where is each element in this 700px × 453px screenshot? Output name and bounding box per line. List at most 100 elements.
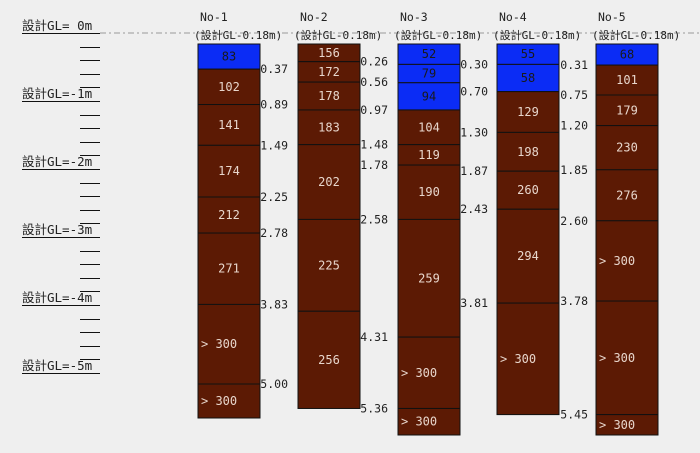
layer-value: 119: [418, 148, 440, 162]
scale-label: 設計GL= 0m: [22, 18, 92, 33]
boundary-depth: 0.75: [560, 88, 588, 102]
soil-layer: [197, 196, 261, 234]
boundary-depth: 0.37: [260, 62, 288, 76]
layer-value: > 300: [599, 351, 635, 365]
layer-value: 102: [218, 80, 240, 94]
soil-layer: [397, 164, 461, 220]
layer-value: 225: [318, 258, 340, 272]
layer-value: 259: [418, 271, 440, 285]
layer-value: 179: [616, 103, 638, 117]
soil-layer: [197, 104, 261, 146]
boundary-depth: 2.25: [260, 190, 288, 204]
boundary-depth: 0.26: [360, 55, 388, 69]
boundary-depth: 1.30: [460, 125, 488, 139]
soil-layer: [397, 336, 461, 409]
borehole-name: No-2: [300, 10, 328, 24]
borehole-no-4: No-4 (設計GL-0.18m) 55 58 129 198 260 294 > 300 0.3…: [493, 10, 588, 422]
soil-layer: [197, 232, 261, 305]
layer-value: 190: [418, 185, 440, 199]
soil-layer: [197, 383, 261, 419]
layer-value: 156: [318, 46, 340, 60]
boundary-depth: 1.78: [360, 158, 388, 172]
layer-value: 141: [218, 118, 240, 132]
soil-layer: [496, 91, 560, 133]
layer-value: 101: [616, 73, 638, 87]
layer-value: 58: [521, 71, 535, 85]
boundary-depth: 3.78: [560, 294, 588, 308]
soil-layer: [197, 68, 261, 106]
borehole-no-5: No-5 (設計GL-0.18m) 68 101 179 230 276 > 300 > 300…: [592, 10, 680, 436]
soil-layer: [595, 169, 659, 222]
boundary-depth: 0.30: [460, 57, 488, 71]
layer-value: 212: [218, 208, 240, 222]
layer-value: 83: [222, 50, 236, 64]
layer-value: 183: [318, 120, 340, 134]
layer-value: 276: [616, 188, 638, 202]
layer-value: > 300: [599, 254, 635, 268]
borehole-name: No-3: [400, 10, 428, 24]
layer-value: 198: [517, 145, 539, 159]
soil-layer: [595, 414, 659, 436]
scale-label: 設計GL=-5m: [22, 358, 92, 373]
boundary-depth: 3.83: [260, 297, 288, 311]
layer-value: > 300: [201, 394, 237, 408]
soil-layer: [397, 109, 461, 146]
boundary-depth: 3.81: [460, 296, 488, 310]
borehole-subtitle: (設計GL-0.18m): [194, 28, 282, 42]
boundary-depth: 2.78: [260, 226, 288, 240]
borehole-subtitle: (設計GL-0.18m): [493, 28, 581, 42]
soil-layer: [496, 208, 560, 304]
borehole-no-3: No-3 (設計GL-0.18m) 52 79 94 104 119 190 259 > 300 >…: [394, 10, 488, 436]
boundary-depth: 1.85: [560, 163, 588, 177]
layer-value: 202: [318, 175, 340, 189]
soil-layer: [297, 81, 361, 111]
scale-label: 設計GL=-1m: [22, 86, 92, 101]
soil-layer: [297, 218, 361, 312]
layer-value: 178: [318, 89, 340, 103]
soil-layer: [397, 218, 461, 338]
boundary-depth: 2.58: [360, 212, 388, 226]
layer-value: 94: [422, 89, 436, 103]
layer-value: 52: [422, 47, 436, 61]
soil-layer: [496, 302, 560, 416]
layer-value: > 300: [500, 352, 536, 366]
boundary-depth: 1.49: [260, 138, 288, 152]
scale-label: 設計GL=-2m: [22, 154, 92, 169]
layer-value: > 300: [201, 337, 237, 351]
boundary-depth: 5.36: [360, 401, 388, 415]
soil-layer: [197, 144, 261, 198]
layer-value: 129: [517, 105, 539, 119]
boundary-depth: 0.31: [560, 58, 588, 72]
borehole-no-2: No-2 (設計GL-0.18m) 156 172 178 183 202 225 256 0.2…: [294, 10, 388, 415]
boundary-depth: 0.89: [260, 98, 288, 112]
layer-value: 271: [218, 262, 240, 276]
layer-value: 79: [422, 67, 436, 81]
layer-value: > 300: [401, 415, 437, 429]
borehole-no-1: No-1 (設計GL-0.18m) 83 102 141 174 212 271 > 300 > …: [194, 10, 288, 419]
borehole-subtitle: (設計GL-0.18m): [294, 28, 382, 42]
boundary-depth: 0.70: [460, 85, 488, 99]
layer-value: 68: [620, 48, 634, 62]
boundary-depth: 1.87: [460, 164, 488, 178]
borehole-subtitle: (設計GL-0.18m): [592, 28, 680, 42]
boundary-depth: 2.43: [460, 202, 488, 216]
layer-value: 104: [418, 120, 440, 134]
soil-layer: [595, 94, 659, 127]
boundary-depth: 2.60: [560, 214, 588, 228]
boundary-depth: 1.48: [360, 138, 388, 152]
soil-layer: [397, 407, 461, 436]
borehole-name: No-4: [499, 10, 527, 24]
boundary-depth: 4.31: [360, 330, 388, 344]
soil-layer: [197, 303, 261, 385]
layer-value: > 300: [599, 418, 635, 432]
soil-layer: [397, 82, 461, 111]
layer-value: 256: [318, 353, 340, 367]
layer-value: > 300: [401, 366, 437, 380]
scale-label: 設計GL=-4m: [22, 290, 92, 305]
layer-value: 172: [318, 65, 340, 79]
soil-layer: [595, 64, 659, 96]
layer-value: 230: [616, 141, 638, 155]
soil-layer: [297, 310, 361, 409]
